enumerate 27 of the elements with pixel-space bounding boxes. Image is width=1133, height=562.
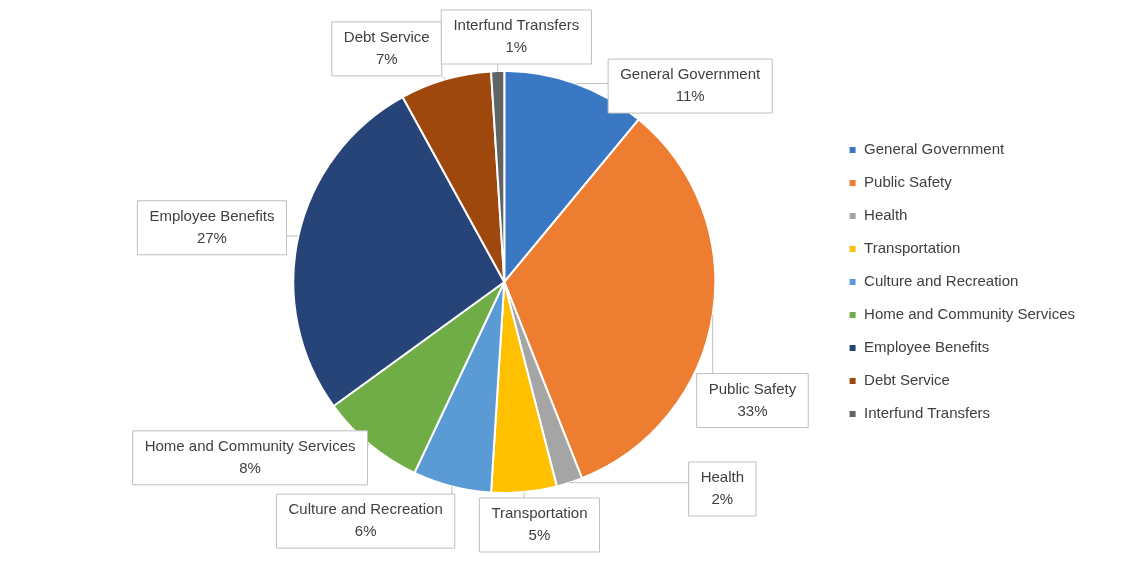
slice-label: Employee Benefits — [149, 206, 275, 224]
legend-label: Public Safety — [864, 173, 953, 191]
data-label: 6% — [354, 522, 377, 540]
legend-label: Home and Community Services — [864, 305, 1076, 323]
slice-label: Public Safety — [708, 379, 797, 397]
legend-label: Employee Benefits — [864, 338, 990, 356]
slice-label: General Government — [620, 65, 762, 83]
slice-label: Home and Community Services — [144, 436, 356, 454]
data-label: 27% — [196, 228, 227, 246]
slice-label: Transportation — [491, 504, 588, 522]
legend-label: Health — [864, 206, 908, 224]
data-label: 1% — [505, 38, 528, 56]
legend-label: Interfund Transfers — [864, 404, 990, 422]
data-label: 5% — [528, 526, 551, 544]
data-label: 11% — [675, 87, 705, 105]
slice-label: Debt Service — [343, 28, 430, 46]
data-label: 2% — [711, 490, 734, 508]
legend-label: General Government — [864, 140, 1005, 158]
legend-label: Culture and Recreation — [864, 272, 1019, 290]
slice-label: Health — [700, 468, 745, 486]
data-label: 33% — [737, 401, 768, 419]
slice-label: Culture and Recreation — [288, 500, 443, 518]
legend-label: Transportation — [864, 239, 961, 257]
legend-label: Debt Service — [864, 371, 950, 389]
data-label: 8% — [239, 458, 261, 476]
slice-label: Interfund Transfers — [453, 16, 580, 34]
data-label: 7% — [375, 50, 398, 68]
